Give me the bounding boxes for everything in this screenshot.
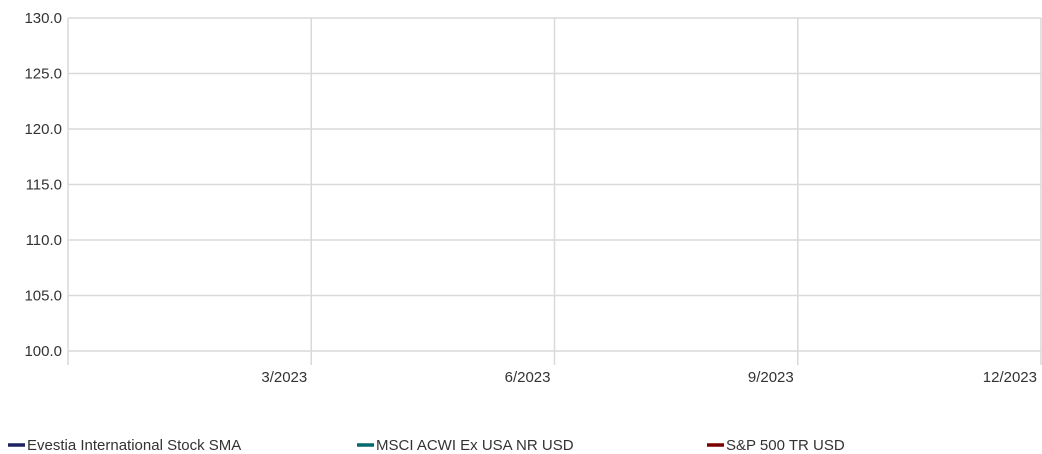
x-tick-label: 3/2023 <box>261 369 307 386</box>
y-tick-label: 130.0 <box>24 10 62 27</box>
y-tick-label: 100.0 <box>24 343 62 360</box>
legend-label: MSCI ACWI Ex USA NR USD <box>376 437 574 454</box>
x-tick-label: 9/2023 <box>748 369 794 386</box>
y-tick-label: 120.0 <box>24 121 62 138</box>
legend-label: S&P 500 TR USD <box>726 437 845 454</box>
y-tick-label: 105.0 <box>24 288 62 305</box>
y-tick-label: 115.0 <box>26 177 62 194</box>
legend-label: Evestia International Stock SMA <box>27 437 241 454</box>
x-tick-label: 12/2023 <box>983 369 1037 386</box>
x-tick-label: 6/2023 <box>505 369 551 386</box>
y-tick-label: 110.0 <box>26 232 62 249</box>
y-tick-label: 125.0 <box>24 66 62 83</box>
